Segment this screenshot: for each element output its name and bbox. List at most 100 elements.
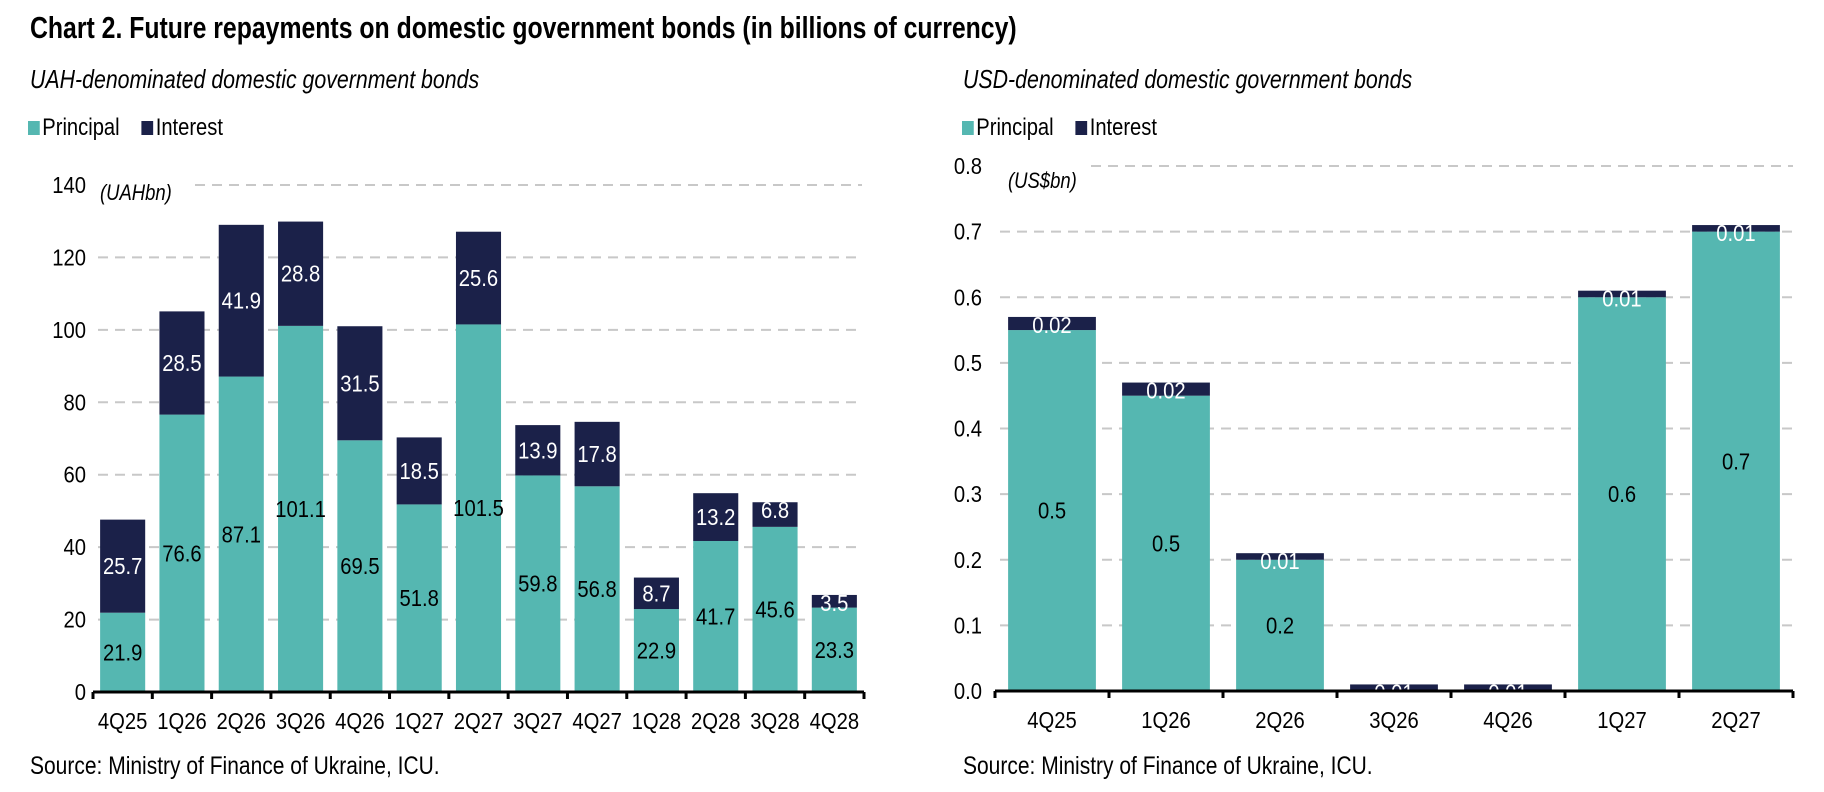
right-chart: 0.0 0.1 0.2 0.3 0.4 0.5 0.6 0.7 0.8 (US$bn) 0.5 0.0… (954, 153, 1795, 734)
bar-interest (337, 326, 383, 441)
x-tick-label: 3Q27 (513, 708, 563, 735)
y-tick-label: 100 (52, 317, 86, 344)
data-label-principal: 101.1 (275, 496, 326, 523)
data-label-principal: 22.9 (637, 637, 676, 664)
x-tick-label: 2Q26 (217, 708, 267, 735)
x-tick-label: 4Q26 (1483, 707, 1533, 734)
bar-principal (574, 486, 620, 692)
x-tick-label: 4Q25 (1027, 707, 1077, 734)
y-tick-label: 140 (52, 172, 86, 199)
x-tick-label: 4Q27 (572, 708, 622, 735)
legend-item-principal: Principal (962, 114, 1054, 142)
legend-label-interest: Interest (1089, 114, 1157, 141)
bar-interest (455, 231, 502, 325)
data-label-interest: 0.02 (1032, 312, 1071, 339)
x-tick-label: 3Q28 (750, 708, 800, 735)
data-label-interest: 18.5 (399, 458, 438, 485)
data-label-interest: 13.9 (518, 437, 557, 464)
y-tick-label: 120 (52, 244, 86, 271)
data-label-principal: 23.3 (815, 637, 854, 664)
x-tick-label: 1Q26 (157, 708, 207, 735)
bar-interest (1578, 290, 1666, 298)
data-label-interest: 41.9 (222, 287, 261, 314)
data-label-principal: 51.8 (399, 585, 438, 612)
legend-label-principal: Principal (42, 114, 120, 141)
bar-interest (1692, 225, 1780, 232)
chart-title: Chart 2. Future repayments on domestic g… (30, 10, 1017, 45)
y-tick-label: 0.0 (954, 678, 982, 705)
bar-interest (811, 594, 857, 608)
legend-label-principal: Principal (976, 114, 1054, 141)
bar-principal (278, 325, 324, 692)
bar-interest (693, 493, 739, 541)
bar-principal (693, 540, 739, 692)
right-chart-subtitle: USD-denominated domestic government bond… (963, 64, 1413, 94)
data-label-principal: 56.8 (577, 576, 616, 603)
bar-interest (278, 221, 324, 326)
legend-item-interest: Interest (141, 114, 223, 142)
bar-principal (337, 440, 383, 692)
bar-interest (574, 421, 620, 487)
x-tick-label: 2Q26 (1255, 707, 1305, 734)
data-label-principal: 59.8 (518, 570, 557, 597)
bar-interest (515, 425, 561, 476)
bar-principal (752, 526, 798, 692)
data-label-principal: 0.5 (1152, 530, 1180, 557)
data-label-principal: 76.6 (162, 540, 201, 567)
data-label-interest: 28.5 (162, 350, 201, 377)
data-label-principal: 87.1 (222, 521, 261, 548)
interest-swatch-icon (1075, 121, 1088, 135)
bar-principal (1578, 297, 1666, 691)
data-label-interest: 28.8 (281, 260, 320, 287)
data-label-interest: 8.7 (642, 580, 670, 607)
x-tick-label: 2Q27 (454, 708, 504, 735)
bar-principal (396, 504, 442, 692)
y-tick-label: 0 (75, 679, 86, 706)
bar-interest (1350, 684, 1438, 691)
data-label-principal: 0.6 (1608, 481, 1636, 508)
bar-principal (515, 475, 561, 692)
bar-principal (811, 607, 857, 692)
principal-swatch-icon (962, 121, 974, 135)
y-tick-label: 20 (63, 606, 86, 633)
y-tick-label: 0.5 (954, 350, 982, 377)
data-label-interest: 0.01 (1602, 285, 1641, 312)
bar-interest (752, 502, 798, 527)
y-tick-label: 0.2 (954, 547, 982, 574)
bar-interest (1008, 316, 1096, 331)
right-legend: Principal Interest (962, 114, 1179, 142)
unit-label: (UAHbn) (100, 182, 172, 206)
bar-principal (455, 324, 502, 692)
y-tick-label: 0.7 (954, 218, 982, 245)
x-tick-label: 3Q26 (276, 708, 326, 735)
x-tick-label: 1Q27 (394, 708, 444, 735)
y-tick-label: 40 (63, 534, 86, 561)
bar-principal (159, 414, 205, 692)
data-label-interest: 31.5 (340, 370, 379, 397)
right-source-note: Source: Ministry of Finance of Ukraine, … (963, 752, 1373, 780)
data-label-interest: 0.02 (1146, 377, 1185, 404)
bar-interest (100, 519, 146, 613)
principal-swatch-icon (28, 121, 40, 135)
unit-label: (US$bn) (1008, 170, 1077, 194)
bar-interest (396, 437, 442, 505)
x-tick-label: 3Q26 (1369, 707, 1419, 734)
legend-item-interest: Interest (1075, 114, 1157, 142)
data-label-interest: 3.5 (820, 590, 848, 617)
bar-interest (1122, 382, 1210, 396)
x-tick-label: 4Q26 (335, 708, 385, 735)
data-label-interest: 17.8 (577, 441, 616, 468)
y-tick-label: 60 (63, 461, 86, 488)
y-tick-label: 0.1 (954, 612, 982, 639)
x-tick-label: 2Q27 (1711, 707, 1761, 734)
data-label-principal: 0.7 (1722, 448, 1750, 475)
interest-swatch-icon (141, 121, 154, 135)
bar-interest (1464, 684, 1552, 691)
bar-principal (1008, 330, 1096, 691)
y-tick-label: 0.4 (954, 415, 982, 442)
bar-principal (218, 376, 264, 692)
data-label-principal: 45.6 (755, 596, 794, 623)
x-tick-label: 1Q27 (1597, 707, 1647, 734)
bar-principal (1692, 231, 1780, 691)
